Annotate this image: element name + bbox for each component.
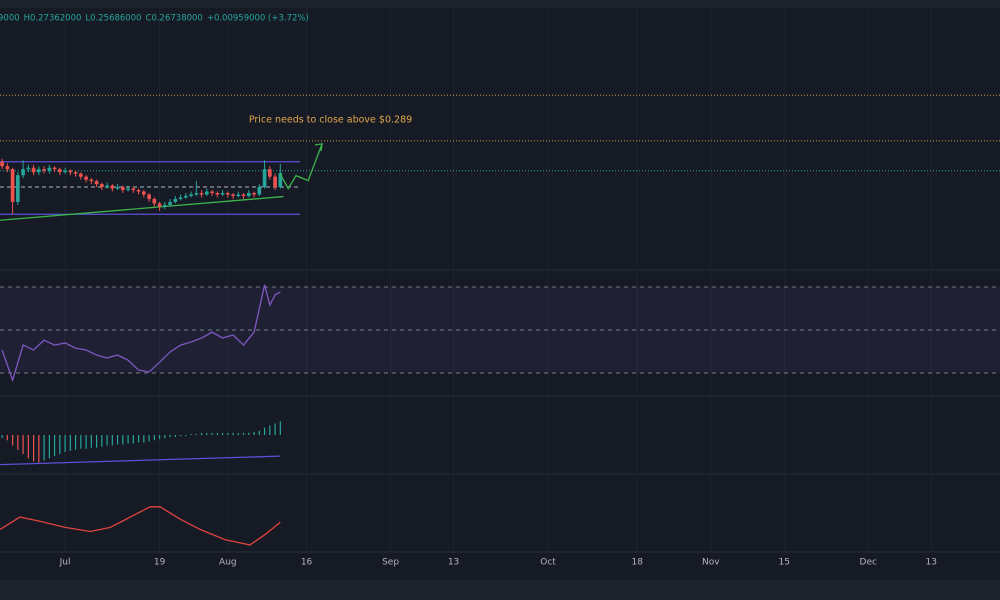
grid: Jul 19 Aug 16 Sep 13 Oct 18 Nov 15 Dec 13 — [59, 8, 937, 568]
candle-body — [121, 187, 125, 191]
candle-body — [147, 194, 151, 199]
candle-body — [37, 169, 41, 173]
indicator-line — [1, 284, 281, 383]
candle-body — [131, 188, 136, 191]
candle-body — [273, 176, 277, 188]
candle-body — [168, 201, 172, 205]
ohlc-value: C0.26738000 — [146, 14, 203, 24]
candle-body — [89, 179, 94, 182]
bottom-bar — [0, 580, 1000, 600]
x-tick-label: Nov — [702, 558, 720, 568]
candle-body — [252, 193, 256, 195]
x-tick-label: Sep — [382, 558, 399, 568]
candle-body — [220, 193, 225, 195]
candle-body — [173, 198, 178, 202]
indicator-line — [0, 506, 281, 546]
x-tick-label: 19 — [154, 558, 166, 568]
candle-body — [157, 203, 162, 207]
candle-body — [100, 184, 104, 188]
projection — [279, 143, 323, 190]
candle-body — [73, 172, 78, 174]
candle-body — [10, 169, 15, 202]
x-tick-label: Oct — [540, 558, 556, 568]
candle-body — [0, 161, 4, 167]
candle-body — [58, 169, 62, 173]
candle-body — [262, 169, 267, 188]
candle-body — [199, 193, 204, 195]
ohlc-value: H0.27362000 — [24, 14, 82, 24]
x-tick-label: Aug — [219, 558, 237, 568]
candle-body — [26, 167, 31, 170]
candle-body — [115, 187, 120, 189]
candle-body — [16, 175, 20, 202]
x-tick-label: 18 — [632, 558, 644, 568]
candle-body — [210, 191, 214, 194]
x-tick-label: Jul — [59, 558, 71, 568]
trendline — [0, 195, 284, 221]
x-tick-label: 16 — [301, 558, 313, 568]
candle-body — [241, 194, 246, 196]
candle-body — [47, 167, 52, 171]
candle-body — [189, 194, 193, 196]
candle-body — [215, 193, 220, 195]
candle-body — [5, 166, 10, 170]
plot: Price needs to close above $0.289 — [0, 94, 1000, 546]
x-tick-label: Dec — [860, 558, 877, 568]
candle-body — [84, 176, 88, 180]
candle-body — [225, 193, 230, 195]
x-tick-label: 13 — [926, 558, 937, 568]
candle-body — [194, 193, 199, 195]
annotation: Price needs to close above $0.289 — [249, 115, 412, 126]
candle-body — [204, 191, 209, 195]
candle-body — [31, 167, 36, 173]
candle-body — [267, 169, 272, 177]
ohlc-value: L0.25686000 — [85, 14, 141, 24]
candle-body — [231, 194, 235, 196]
candle-body — [79, 173, 83, 177]
candle-body — [152, 198, 157, 204]
ohlc-value: 9000 — [0, 14, 20, 24]
top-bar — [0, 0, 1000, 8]
projection-arrowhead — [314, 143, 323, 152]
candle-body — [178, 197, 183, 199]
header: 9000 H0.27362000 L0.25686000 C0.26738000 +0.… — [0, 14, 309, 24]
candle-body — [278, 173, 283, 188]
candle-body — [52, 167, 57, 170]
candle-body — [126, 188, 130, 191]
x-tick-label: 13 — [448, 558, 459, 568]
candle-body — [94, 181, 99, 185]
candle-body — [142, 191, 146, 195]
candle-body — [21, 169, 25, 176]
candle-body — [184, 195, 188, 198]
candle-body — [105, 185, 109, 188]
candle-body — [246, 193, 251, 196]
ohlc-value: +0.00959000 (+3.72%) — [207, 14, 309, 24]
x-tick-label: 15 — [779, 558, 790, 568]
candle-body — [163, 204, 167, 207]
candle-body — [110, 185, 115, 189]
candle-body — [236, 194, 241, 196]
candle-body — [63, 170, 67, 173]
candle-body — [68, 170, 73, 173]
candle-body — [42, 169, 46, 171]
candle-body — [257, 187, 262, 195]
candle-body — [136, 190, 141, 192]
signal-line — [0, 455, 281, 466]
